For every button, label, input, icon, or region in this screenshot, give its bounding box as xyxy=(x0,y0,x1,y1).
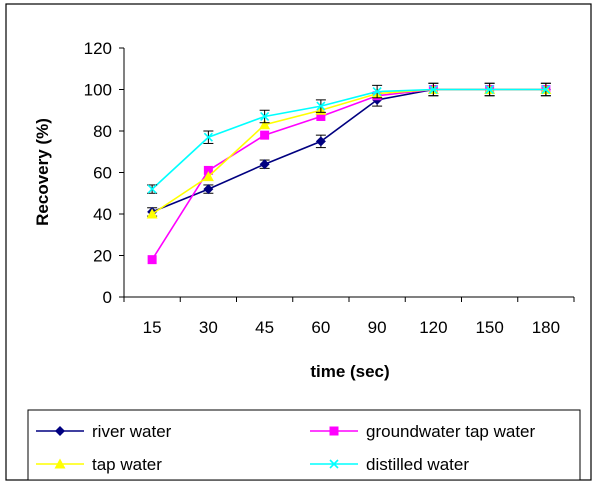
data-point xyxy=(147,255,157,265)
x-tick-label: 120 xyxy=(419,318,447,337)
legend-label: river water xyxy=(92,422,172,441)
legend-marker xyxy=(55,426,65,436)
x-tick-label: 30 xyxy=(199,318,218,337)
data-point-stroke xyxy=(372,87,382,97)
x-tick-label: 90 xyxy=(368,318,387,337)
data-point xyxy=(203,165,213,175)
data-point xyxy=(485,84,495,95)
data-point xyxy=(315,136,326,147)
x-tick-label: 150 xyxy=(475,318,503,337)
data-point xyxy=(316,101,326,111)
data-point xyxy=(203,184,214,195)
series-line-distilled-water xyxy=(151,88,546,190)
legend-marker xyxy=(54,458,66,469)
data-point xyxy=(260,111,270,122)
y-tick-label: 0 xyxy=(103,288,112,307)
x-tick-label: 15 xyxy=(143,318,162,337)
y-tick-label: 120 xyxy=(84,39,112,58)
data-point xyxy=(541,84,551,95)
y-tick-label: 60 xyxy=(93,164,112,183)
data-point xyxy=(202,171,214,182)
data-point-stroke xyxy=(541,84,551,95)
data-point xyxy=(260,130,270,140)
legend-label: tap water xyxy=(92,455,162,474)
legend-label: groundwater tap water xyxy=(366,422,535,441)
legend-label: distilled water xyxy=(366,455,469,474)
chart-border xyxy=(5,3,592,481)
legend: river water groundwater tap water tap wate… xyxy=(36,422,535,474)
legend-marker xyxy=(329,459,339,469)
data-point xyxy=(316,111,326,121)
data-point-stroke xyxy=(147,184,157,194)
y-tick-label: 40 xyxy=(93,205,112,224)
data-point xyxy=(428,84,438,95)
plot-area: 0 20 40 60 80 100 120 15 30 45 60 90 120 150 180 xyxy=(84,39,575,337)
legend-marker-stroke xyxy=(329,459,339,469)
data-point xyxy=(259,159,270,170)
data-point xyxy=(147,184,157,194)
x-axis-title: time (sec) xyxy=(310,362,389,381)
legend-marker xyxy=(329,426,339,436)
data-point xyxy=(146,208,158,219)
data-point xyxy=(372,87,382,97)
legend-item-distilled-water: distilled water xyxy=(310,455,469,474)
legend-item-groundwater-tap-water: groundwater tap water xyxy=(310,422,535,441)
series-distilled-water xyxy=(147,82,551,194)
data-point xyxy=(259,119,271,130)
x-tick-label: 45 xyxy=(255,318,274,337)
y-tick-label: 80 xyxy=(93,122,112,141)
y-tick-label: 100 xyxy=(84,81,112,100)
legend-item-river-water: river water xyxy=(36,422,172,441)
x-tick-label: 180 xyxy=(532,318,560,337)
y-tick-label: 20 xyxy=(93,247,112,266)
data-point-stroke xyxy=(428,84,438,95)
data-point-stroke xyxy=(485,84,495,95)
x-tick-label: 60 xyxy=(311,318,330,337)
y-axis-title: Recovery (%) xyxy=(33,118,52,226)
data-point xyxy=(203,132,213,142)
legend-box xyxy=(27,409,581,481)
legend-item-tap-water: tap water xyxy=(36,455,162,474)
data-point-stroke xyxy=(203,132,213,142)
data-point-stroke xyxy=(316,101,326,111)
data-point-stroke xyxy=(260,111,270,122)
